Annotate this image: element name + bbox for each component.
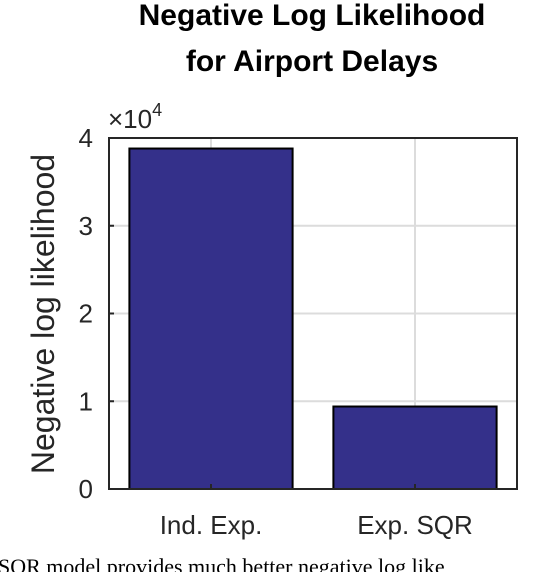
y-tick-label: 2 <box>79 299 93 329</box>
bar-1 <box>332 405 498 491</box>
figure-caption: SQR model provides much better negative … <box>0 554 445 572</box>
y-axis-multiplier: ×104 <box>108 100 162 134</box>
y-tick-label: 0 <box>79 474 93 504</box>
y-tick-label: 3 <box>79 211 93 241</box>
y-axis-label: Negative log likelihood <box>25 154 61 474</box>
y-tick-label: 1 <box>79 386 93 416</box>
chart-title-line-2: for Airport Delays <box>186 45 438 78</box>
bars <box>128 147 498 491</box>
y-tick-label: 4 <box>79 123 93 153</box>
x-tick-label: Ind. Exp. <box>160 510 263 540</box>
axis-ticks: 0 1 2 3 4 Ind. Exp. Exp. SQR <box>79 123 473 540</box>
bar-0 <box>128 147 294 490</box>
chart-title-line-1: Negative Log Likelihood <box>139 0 486 32</box>
x-tick-label: Exp. SQR <box>357 510 473 540</box>
